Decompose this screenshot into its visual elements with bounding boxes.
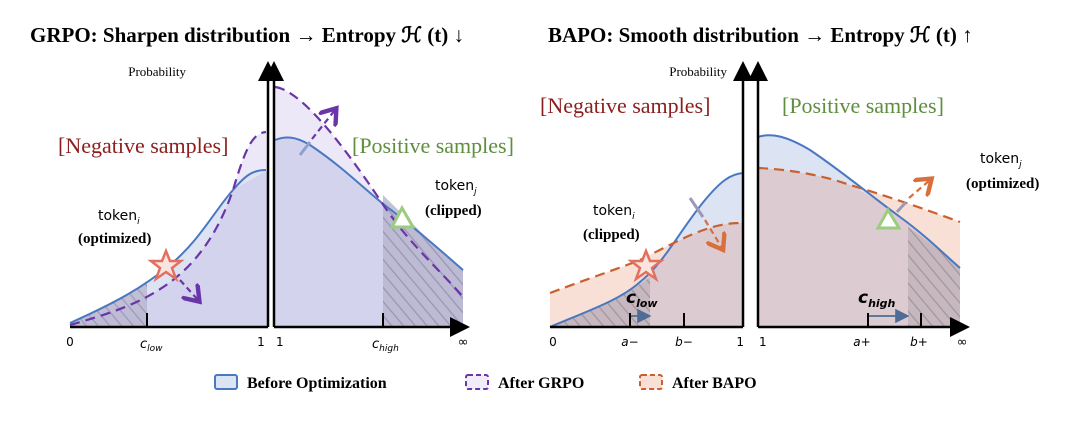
tick-1-left: 1 bbox=[736, 335, 744, 349]
tick-0: 0 bbox=[66, 335, 74, 349]
tick-a-plus: a+ bbox=[853, 335, 870, 349]
star-icon bbox=[627, 247, 665, 283]
c-low-label: clow bbox=[626, 288, 658, 310]
grpo-negative-panel: Probability [Negative samples] tokeni (o… bbox=[58, 61, 278, 354]
legend-bapo-swatch bbox=[639, 374, 663, 390]
legend-grpo-label: After GRPO bbox=[498, 375, 584, 392]
negative-samples-label: [Negative samples] bbox=[58, 133, 228, 158]
token-i-state: (optimized) bbox=[78, 231, 151, 247]
grpo-positive-panel: [Positive samples] tokenj (clipped) 1 ch… bbox=[264, 61, 514, 354]
c-high-label: chigh bbox=[858, 288, 896, 310]
triangle-icon bbox=[875, 207, 902, 230]
token-j-label: tokenj bbox=[435, 178, 477, 197]
legend-grpo-swatch bbox=[465, 374, 489, 390]
grpo-title: GRPO: Sharpen distribution → Entropy ℋ (… bbox=[30, 23, 464, 47]
tick-1-right: 1 bbox=[759, 335, 767, 349]
bapo-title: BAPO: Smooth distribution → Entropy ℋ (t… bbox=[548, 23, 973, 47]
token-i-state: (clipped) bbox=[583, 227, 640, 243]
before-curve bbox=[69, 169, 267, 324]
negative-samples-label: [Negative samples] bbox=[540, 93, 710, 118]
tick-b-minus: b− bbox=[675, 335, 693, 349]
positive-samples-label: [Positive samples] bbox=[782, 93, 944, 118]
tick-1-right: 1 bbox=[276, 335, 284, 349]
legend: Before Optimization After GRPO After BAP… bbox=[214, 374, 757, 392]
tick-0: 0 bbox=[549, 335, 557, 349]
legend-before-swatch bbox=[214, 374, 238, 390]
token-j-state: (optimized) bbox=[966, 176, 1039, 192]
tick-c-high: chigh bbox=[372, 337, 399, 354]
bapo-positive-panel: [Positive samples] tokenj (optimized) ch… bbox=[748, 61, 1039, 350]
token-i-label: tokeni bbox=[98, 208, 140, 227]
star-icon bbox=[147, 247, 185, 283]
grpo-after-under-fill bbox=[70, 170, 268, 327]
legend-bapo-label: After BAPO bbox=[672, 375, 757, 392]
up-arrow-icon bbox=[311, 110, 335, 140]
tick-b-plus: b+ bbox=[910, 335, 928, 349]
down-arrow-icon bbox=[704, 219, 722, 248]
tick-infinity: ∞ bbox=[458, 335, 469, 350]
down-arrow-icon bbox=[179, 279, 198, 300]
tick-infinity: ∞ bbox=[957, 335, 968, 350]
up-arrow-icon bbox=[908, 180, 930, 199]
token-i-label: tokeni bbox=[593, 203, 635, 222]
y-axis-label: Probability bbox=[669, 64, 727, 79]
positive-samples-label: [Positive samples] bbox=[352, 133, 514, 158]
tick-1-left: 1 bbox=[257, 335, 265, 349]
grpo-curve bbox=[69, 130, 267, 327]
token-j-label: tokenj bbox=[980, 151, 1022, 170]
tick-c-low: clow bbox=[140, 337, 163, 354]
y-axis-label: Probability bbox=[128, 64, 186, 79]
token-j-state: (clipped) bbox=[425, 203, 482, 219]
legend-before-label: Before Optimization bbox=[247, 375, 387, 392]
bapo-negative-panel: Probability [Negative samples] tokeni (c… bbox=[540, 61, 753, 349]
tick-a-minus: a− bbox=[621, 335, 638, 349]
triangle-icon bbox=[389, 204, 416, 229]
